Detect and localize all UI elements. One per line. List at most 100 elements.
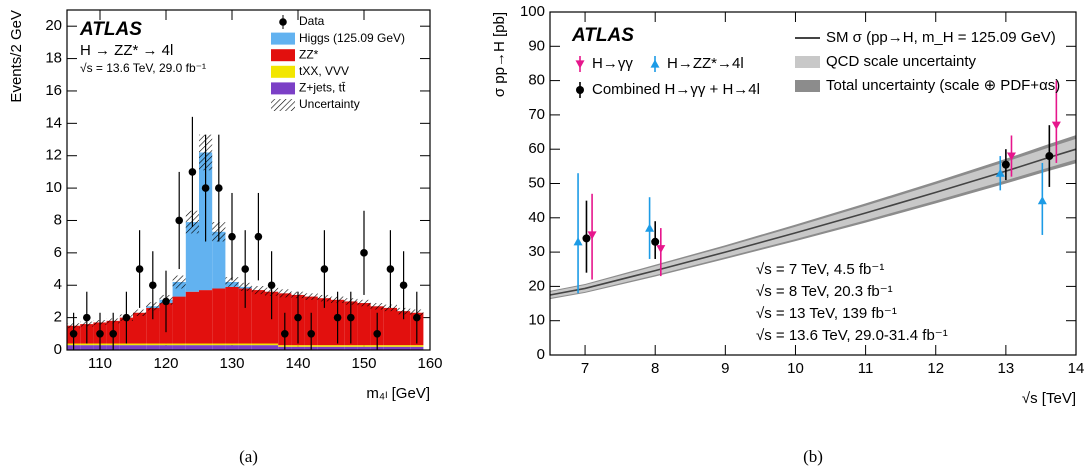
data-point bbox=[254, 232, 263, 241]
legend-swatch bbox=[271, 49, 295, 62]
stack-bar bbox=[397, 311, 411, 346]
x-tick-label: 14 bbox=[1068, 360, 1085, 377]
data-point bbox=[241, 265, 249, 273]
caption: (a) bbox=[239, 447, 258, 466]
point bbox=[995, 168, 1005, 177]
stack-bar bbox=[133, 343, 147, 346]
uncertainty-band bbox=[133, 309, 147, 316]
x-tick-label: 10 bbox=[787, 360, 804, 377]
data-point bbox=[162, 297, 170, 306]
stack-bar bbox=[265, 345, 279, 350]
x-tick-label: 13 bbox=[998, 360, 1015, 377]
y-tick-label: 18 bbox=[45, 50, 62, 67]
dataset-label: √s = 7 TeV, 4.5 fb⁻¹ bbox=[756, 261, 884, 278]
stack-bar bbox=[185, 222, 199, 292]
legend-label: tXX, VVV bbox=[299, 64, 349, 78]
stack-bar bbox=[225, 345, 239, 350]
point bbox=[645, 223, 655, 232]
stack-bar bbox=[317, 298, 331, 346]
y-tick-label: 10 bbox=[528, 312, 545, 329]
y-tick-label: 90 bbox=[528, 37, 545, 54]
x-tick-label: 160 bbox=[417, 355, 442, 372]
point bbox=[651, 237, 660, 246]
point bbox=[1037, 196, 1047, 205]
stack-bar bbox=[159, 343, 173, 346]
legend-label: ZZ* bbox=[299, 47, 319, 61]
stack-bar bbox=[291, 346, 305, 350]
legend-label: SM σ (pp→H, m_H = 125.09 GeV) bbox=[826, 29, 1056, 46]
data-point bbox=[347, 313, 355, 322]
y-tick-label: 30 bbox=[528, 243, 545, 260]
legend-marker bbox=[575, 60, 585, 69]
stack-bar bbox=[238, 288, 252, 344]
y-tick-label: 10 bbox=[45, 179, 62, 196]
dataset-label: √s = 13 TeV, 139 fb⁻¹ bbox=[756, 305, 897, 322]
point bbox=[587, 231, 597, 240]
stack-bar bbox=[238, 345, 252, 350]
y-tick-label: 100 bbox=[520, 3, 545, 20]
x-tick-label: 140 bbox=[285, 355, 310, 372]
data-point bbox=[399, 281, 408, 290]
legend-marker bbox=[576, 86, 584, 94]
stack-bar bbox=[80, 345, 94, 350]
x-tick-label: 150 bbox=[351, 355, 376, 372]
stack-bar bbox=[357, 303, 371, 346]
caption: (b) bbox=[803, 447, 823, 466]
y-tick-label: 6 bbox=[54, 244, 62, 261]
data-point bbox=[413, 313, 421, 322]
stack-bar bbox=[410, 346, 424, 350]
legend-label: Data bbox=[299, 14, 325, 28]
data-point bbox=[307, 330, 316, 338]
data-point bbox=[320, 265, 329, 273]
x-tick-label: 110 bbox=[88, 355, 112, 372]
x-tick-label: 130 bbox=[219, 355, 244, 372]
data-point bbox=[333, 313, 342, 322]
data-point bbox=[294, 313, 302, 322]
atlas-label: ATLAS bbox=[79, 19, 142, 40]
y-tick-label: 12 bbox=[45, 147, 62, 164]
plot-frame bbox=[66, 9, 431, 351]
data-point bbox=[83, 313, 91, 322]
point bbox=[1001, 160, 1010, 169]
stack-bar bbox=[383, 346, 397, 350]
stack-bar bbox=[291, 345, 305, 347]
y-axis-label: σ pp→H [pb] bbox=[491, 12, 508, 97]
uncertainty-band bbox=[278, 289, 292, 298]
y-tick-label: 60 bbox=[528, 140, 545, 157]
stack-bar bbox=[357, 346, 371, 350]
data-point bbox=[188, 168, 197, 176]
legend-label: QCD scale uncertainty bbox=[826, 53, 977, 70]
y-tick-label: 20 bbox=[45, 17, 62, 34]
legend-label: H→γγ bbox=[592, 55, 633, 72]
stack-bar bbox=[238, 343, 252, 346]
x-axis-label: m₄ₗ [GeV] bbox=[366, 385, 430, 402]
uncertainty-band bbox=[304, 293, 318, 300]
y-tick-label: 70 bbox=[528, 106, 545, 123]
data-point bbox=[281, 330, 289, 338]
stack-bar bbox=[357, 345, 371, 347]
x-tick-label: 7 bbox=[581, 360, 589, 377]
legend-label: Higgs (125.09 GeV) bbox=[299, 31, 405, 45]
data-point bbox=[96, 330, 104, 338]
point bbox=[656, 245, 666, 254]
y-tick-label: 4 bbox=[54, 276, 62, 293]
y-tick-label: 16 bbox=[45, 82, 62, 99]
legend-swatch bbox=[271, 82, 295, 95]
stack-bar bbox=[199, 290, 213, 344]
stack-bar bbox=[212, 343, 226, 346]
data-point bbox=[109, 330, 117, 338]
data-point bbox=[373, 330, 382, 338]
legend-label: Uncertainty bbox=[299, 97, 360, 111]
y-tick-label: 8 bbox=[54, 211, 62, 228]
stack-bar bbox=[317, 346, 331, 350]
process-label: H → ZZ* → 4l bbox=[80, 42, 173, 59]
stack-bar bbox=[225, 286, 239, 344]
legend-swatch bbox=[271, 99, 295, 111]
stack-bar bbox=[251, 345, 265, 350]
y-tick-label: 2 bbox=[54, 309, 62, 326]
uncertainty-band bbox=[251, 286, 265, 295]
point bbox=[1045, 152, 1054, 161]
stack-bar bbox=[397, 345, 411, 347]
atlas-label: ATLAS bbox=[571, 25, 634, 46]
